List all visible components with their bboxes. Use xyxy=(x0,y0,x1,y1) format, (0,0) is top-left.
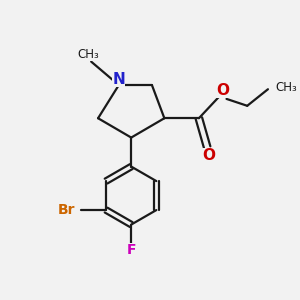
Text: CH₃: CH₃ xyxy=(77,48,99,61)
Text: O: O xyxy=(202,148,215,163)
Text: CH₃: CH₃ xyxy=(276,80,297,94)
Text: N: N xyxy=(112,71,125,86)
Text: O: O xyxy=(216,82,229,98)
Text: Br: Br xyxy=(58,203,76,217)
Text: F: F xyxy=(127,243,136,257)
